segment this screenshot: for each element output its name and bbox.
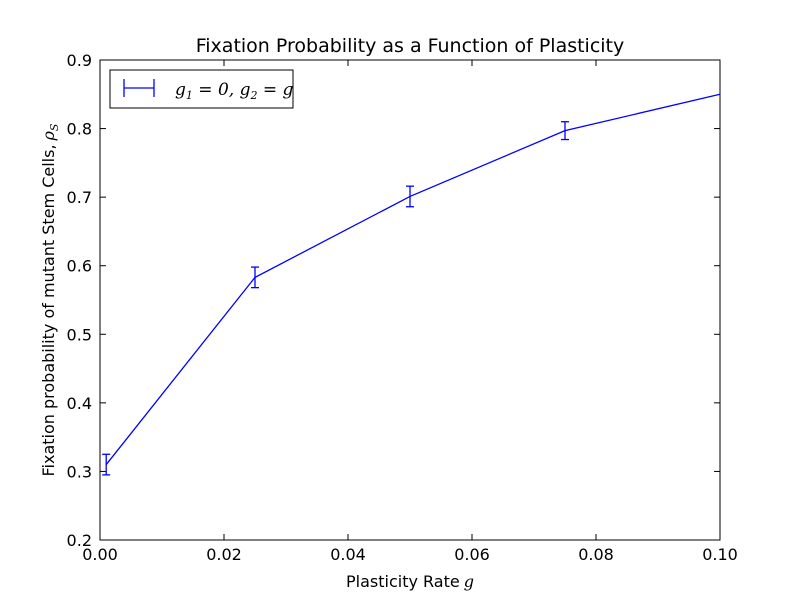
x-axis-label: Plasticity Rate g: [346, 572, 474, 591]
y-tick-label: 0.7: [67, 188, 92, 207]
legend-label: g1 = 0, g2 = g: [175, 80, 294, 102]
legend-handle: [123, 79, 155, 97]
error-bar: [561, 121, 569, 141]
y-tick-label: 0.8: [67, 120, 92, 139]
y-axis-label: Fixation probability of mutant Stem Cell…: [39, 123, 61, 476]
legend-box: [109, 69, 294, 109]
legend-var-g2: g: [240, 80, 251, 100]
x-axis-label-text: Plasticity Rate: [346, 572, 460, 591]
error-bar: [251, 266, 259, 289]
error-bar: [406, 185, 414, 208]
legend-var-g1: g: [175, 80, 186, 100]
x-axis-label-symbol: g: [464, 572, 474, 591]
y-axis-label-text: Fixation probability of mutant Stem Cell…: [39, 144, 58, 476]
x-tick-label: 0.06: [454, 545, 490, 564]
legend: g1 = 0, g2 = g: [109, 69, 294, 109]
x-tick-label: 0.02: [206, 545, 242, 564]
y-tick-label: 0.6: [67, 257, 92, 276]
error-bar: [102, 453, 111, 476]
x-tick-label: 0.00: [82, 545, 118, 564]
legend-eq-1: = 0,: [193, 80, 240, 100]
y-axis: 0.2 0.3 0.4 0.5 0.6 0.7 0.8 0.9: [67, 51, 720, 550]
x-tick-label: 0.04: [330, 545, 366, 564]
legend-var-g: g: [283, 80, 294, 100]
legend-sub-1: 1: [186, 89, 193, 102]
series-line: [105, 93, 721, 465]
y-tick-label: 0.4: [67, 394, 92, 413]
x-axis: 0.00 0.02 0.04 0.06 0.08 0.10: [82, 60, 738, 564]
y-tick-label: 0.5: [67, 325, 92, 344]
plot-frame: [99, 59, 721, 541]
x-tick-label: 0.10: [702, 545, 738, 564]
y-tick-label: 0.9: [67, 51, 92, 70]
x-tick-label: 0.08: [578, 545, 614, 564]
y-axis-label-subscript: S: [48, 123, 61, 131]
y-axis-label-symbol: ρ: [39, 130, 58, 141]
y-tick-label: 0.3: [67, 462, 92, 481]
series-layer: [102, 93, 721, 476]
y-tick-label: 0.2: [67, 531, 92, 550]
legend-sub-2: 2: [249, 89, 257, 102]
chart-title: Fixation Probability as a Function of Pl…: [196, 35, 625, 57]
legend-eq-2: =: [257, 80, 282, 100]
